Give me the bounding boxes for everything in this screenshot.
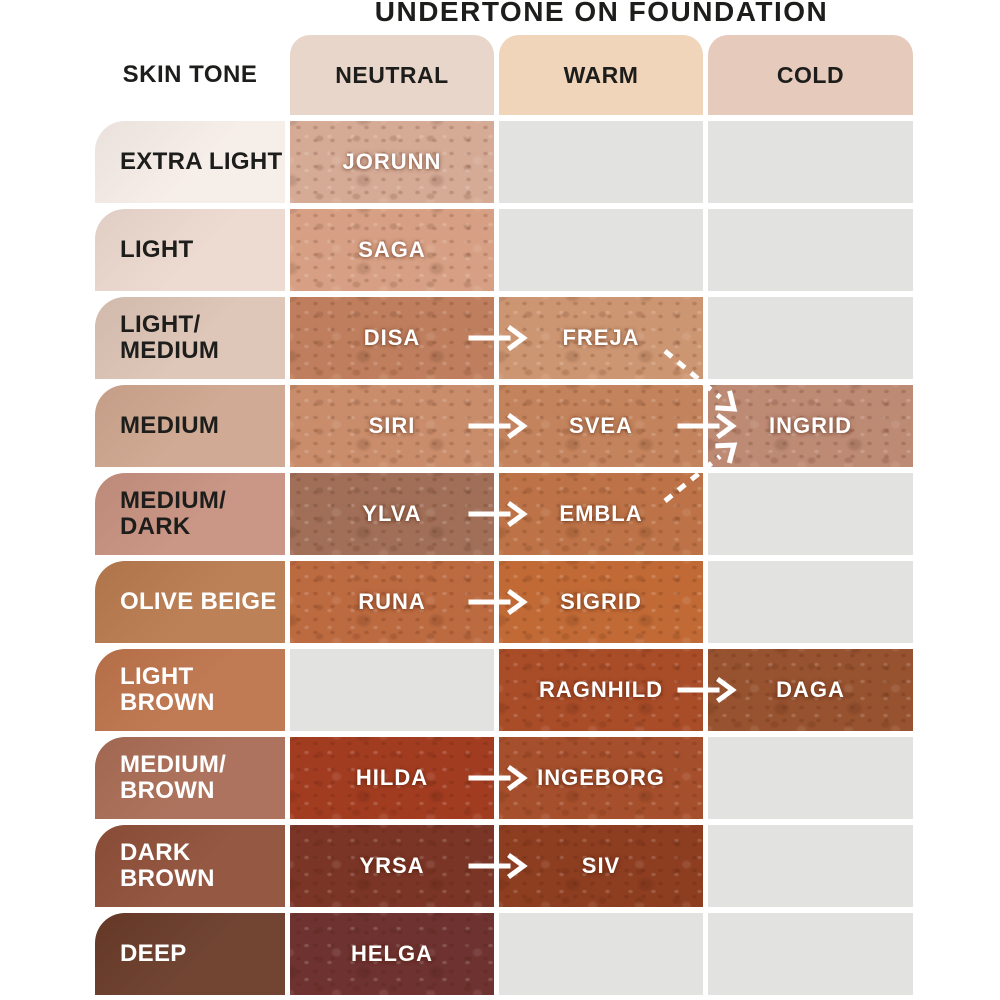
row-label-text: EXTRA LIGHT [120,147,283,175]
shade-name-siri: SIRI [368,413,416,438]
empty-cell [708,737,913,819]
shade-cell-embla: EMBLA [499,473,703,555]
row-label-light-brown: LIGHT BROWN [95,649,285,731]
empty-cell [499,913,703,995]
row-label-medium-dark: MEDIUM/ DARK [95,473,285,555]
shade-cell-saga: SAGA [290,209,494,291]
empty-cell [708,561,913,643]
empty-cell [499,209,703,291]
row-label-text: DEEP [120,939,187,967]
shade-name-runa: RUNA [358,589,426,614]
shade-cell-ragnhild: RAGNHILD [499,649,703,731]
row-label-extra-light: EXTRA LIGHT [95,121,285,203]
shade-cell-freja: FREJA [499,297,703,379]
shade-name-ragnhild: RAGNHILD [538,677,664,702]
shade-cell-yrsa: YRSA [290,825,494,907]
shade-name-helga: HELGA [351,941,433,966]
row-label-olive-beige: OLIVE BEIGE [95,561,285,643]
shade-cell-hilda: HILDA [290,737,494,819]
row-label-dark-brown: DARK BROWN [95,825,285,907]
shade-name-freja: FREJA [562,325,640,350]
row-label-text: MEDIUM/ BROWN [120,750,227,804]
shade-name-disa: DISA [363,325,421,350]
row-label-medium-brown: MEDIUM/ BROWN [95,737,285,819]
shade-name-sigrid: SIGRID [560,589,642,614]
column-header-warm: WARM [499,35,703,115]
shade-cell-daga: DAGA [708,649,913,731]
shade-cell-ingeborg: INGEBORG [499,737,703,819]
empty-cell [708,913,913,995]
empty-cell [290,649,494,731]
shade-cell-jorunn: JORUNN [290,121,494,203]
row-label-text: LIGHT [120,235,194,263]
shade-name-daga: DAGA [776,677,845,702]
empty-cell [708,473,913,555]
empty-cell [708,297,913,379]
empty-cell [499,121,703,203]
shade-name-ingeborg: INGEBORG [537,765,665,790]
shade-cell-siv: SIV [499,825,703,907]
shade-cell-ylva: YLVA [290,473,494,555]
shade-name-ylva: YLVA [362,501,422,526]
row-label-text: OLIVE BEIGE [120,587,277,615]
row-label-text: MEDIUM/ DARK [120,486,227,540]
row-label-medium: MEDIUM [95,385,285,467]
row-label-deep: DEEP [95,913,285,995]
empty-cell [708,825,913,907]
row-label-light: LIGHT [95,209,285,291]
skin-tone-column-header: SKIN TONE [122,61,258,88]
chart-grid: SKIN TONE NEUTRAL WARM COLD EXTRA LIGHT … [95,35,913,995]
row-label-text: LIGHT/ MEDIUM [120,310,220,364]
row-label-text: DARK BROWN [120,838,215,892]
shade-name-ingrid: INGRID [769,413,852,438]
shade-cell-runa: RUNA [290,561,494,643]
column-header-cold: COLD [708,35,913,115]
shade-cell-disa: DISA [290,297,494,379]
shade-name-saga: SAGA [358,237,426,262]
shade-name-hilda: HILDA [355,765,429,790]
empty-cell [708,209,913,291]
chart-title: UNDERTONE ON FOUNDATION [374,0,829,27]
shade-name-embla: EMBLA [559,501,643,526]
shade-cell-helga: HELGA [290,913,494,995]
row-label-text: LIGHT BROWN [120,662,215,716]
shade-cell-ingrid: INGRID [708,385,913,467]
row-label-light-medium: LIGHT/ MEDIUM [95,297,285,379]
shade-name-svea: SVEA [569,413,633,438]
row-label-text: MEDIUM [120,411,220,439]
column-header-neutral: NEUTRAL [290,35,494,115]
shade-name-siv: SIV [581,853,621,878]
shade-name-yrsa: YRSA [359,853,425,878]
empty-cell [708,121,913,203]
shade-name-jorunn: JORUNN [342,149,442,174]
shade-cell-svea: SVEA [499,385,703,467]
shade-cell-sigrid: SIGRID [499,561,703,643]
shade-cell-siri: SIRI [290,385,494,467]
